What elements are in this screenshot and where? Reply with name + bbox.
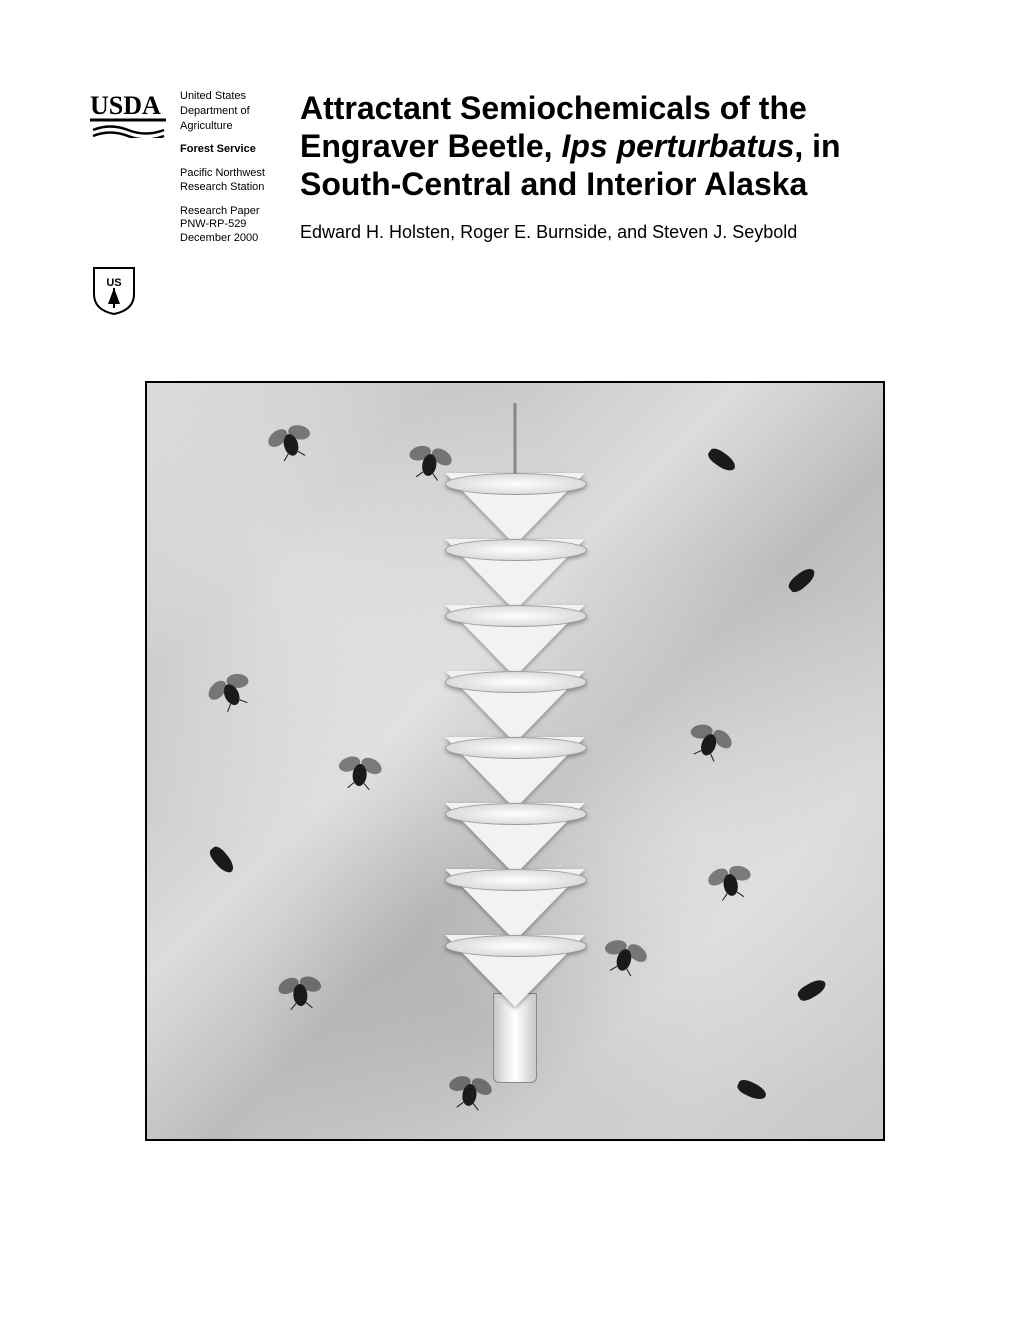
beetle-icon: [706, 445, 739, 474]
flying-insect-icon: [598, 932, 652, 979]
flying-insect-icon: [276, 971, 325, 1011]
shield-row: US: [90, 264, 940, 321]
trap-funnel: [445, 803, 585, 875]
figure-wrap: [90, 381, 940, 1141]
forest-service-label: Forest Service: [180, 143, 280, 157]
document-title: Attractant Semiochemicals of the Engrave…: [300, 90, 940, 203]
paper-id: PNW-RP-529: [180, 218, 280, 232]
flying-insect-icon: [404, 439, 456, 482]
svg-text:US: US: [106, 277, 121, 289]
trap-funnel: [445, 869, 585, 941]
agency-dept2: Agriculture: [180, 120, 280, 134]
usda-logo-text: USDA: [90, 91, 161, 120]
trap-funnel: [445, 539, 585, 611]
usda-logo: USDA: [90, 90, 168, 143]
flying-insect-icon: [336, 751, 385, 791]
header-row: USDA United States Department of Agricul…: [90, 90, 940, 246]
authors-line: Edward H. Holsten, Roger E. Burnside, an…: [300, 221, 940, 244]
trap-funnel: [445, 605, 585, 677]
flying-insect-icon: [704, 859, 756, 902]
flying-insect-icon: [445, 1070, 496, 1112]
flying-insect-icon: [202, 665, 259, 717]
agency-dept1: Department of: [180, 105, 280, 119]
title-italic: Ips perturbatus: [561, 128, 794, 164]
agency-block: United States Department of Agriculture …: [180, 90, 280, 246]
paper-date: December 2000: [180, 232, 280, 246]
beetle-icon: [796, 976, 829, 1003]
station-line1: Pacific Northwest: [180, 167, 280, 181]
beetle-icon: [735, 1077, 768, 1102]
trap-funnel: [445, 737, 585, 809]
cover-figure: [145, 381, 885, 1141]
paper-type: Research Paper: [180, 205, 280, 219]
beetle-icon: [207, 844, 237, 876]
beetle-icon: [786, 565, 818, 595]
title-block: Attractant Semiochemicals of the Engrave…: [292, 90, 940, 245]
page: USDA United States Department of Agricul…: [0, 0, 1020, 1320]
trap-funnel: [445, 473, 585, 545]
funnel-trap-illustration: [435, 443, 595, 1083]
trap-funnel: [445, 935, 585, 1007]
agency-country: United States: [180, 90, 280, 104]
station-line2: Research Station: [180, 181, 280, 195]
forest-service-shield-icon: US: [90, 264, 138, 316]
flying-insect-icon: [263, 417, 317, 464]
trap-funnel: [445, 671, 585, 743]
flying-insect-icon: [682, 716, 738, 766]
